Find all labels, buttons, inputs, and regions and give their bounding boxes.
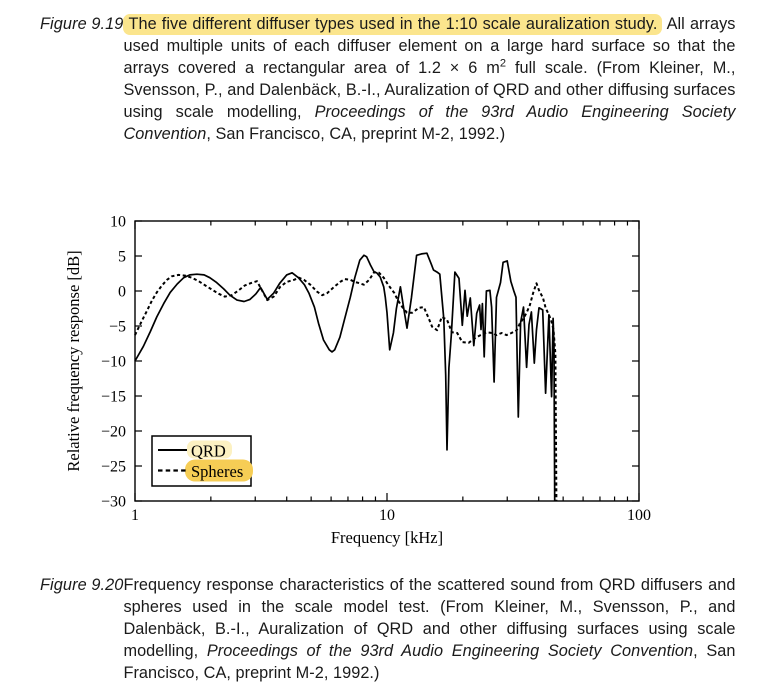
- series-spheres-line: [134, 271, 558, 502]
- y-tick-label: −5: [109, 319, 126, 336]
- y-tick-label: 10: [110, 214, 126, 231]
- reference-title: Proceedings of the 93rd Audio Engineerin…: [206, 642, 694, 660]
- y-tick-label: −20: [101, 424, 126, 441]
- legend-label-spheres: Spheres: [191, 462, 243, 481]
- y-tick-label: 5: [118, 249, 126, 266]
- y-tick-label: −10: [101, 354, 126, 371]
- axis-ticks: [134, 220, 640, 502]
- reference-title: Proceedings of the 93rd Audio Engineerin…: [123, 103, 736, 143]
- figure-9-19-text: The five different diffuser types used i…: [123, 13, 735, 145]
- legend-highlight-qrd: [187, 440, 232, 459]
- superscript-2: 2: [499, 57, 507, 70]
- figure-9-20-label: Figure 9.20: [40, 576, 124, 594]
- y-tick-label: −15: [101, 389, 126, 406]
- x-axis-label: Frequency [kHz]: [331, 528, 443, 547]
- y-axis-label: Relative frequency response [dB]: [64, 250, 83, 471]
- caption-body: Frequency response characteristics of th…: [123, 576, 736, 660]
- legend-highlight-spheres: [185, 459, 253, 482]
- x-tick-label: 10: [379, 507, 395, 524]
- highlighted-sentence: The five different diffuser types used i…: [123, 14, 663, 35]
- figure-9-20-text: Frequency response characteristics of th…: [123, 574, 735, 684]
- y-tick-label: −30: [101, 494, 126, 511]
- series-qrd-line: [134, 252, 556, 502]
- figure-9-20-caption: Figure 9.20 Frequency response character…: [40, 574, 740, 684]
- x-tick-label: 100: [627, 507, 651, 524]
- caption-body: All arrays used multiple units of each d…: [123, 15, 736, 77]
- caption-body: full scale. (From Kleiner, M., Svensson,…: [123, 59, 736, 121]
- y-tick-label: 0: [118, 284, 126, 301]
- x-tick-label: 1: [131, 507, 139, 524]
- figure-9-19-label: Figure 9.19: [40, 15, 124, 33]
- caption-body: , San Francisco, CA, preprint M-2, 1992.…: [123, 642, 736, 682]
- legend-label-qrd: QRD: [191, 442, 226, 461]
- y-tick-label: −25: [101, 459, 126, 476]
- figure-9-19-caption: Figure 9.19 The five different diffuser …: [40, 13, 740, 145]
- caption-body: , San Francisco, CA, preprint M-2, 1992.…: [206, 125, 506, 143]
